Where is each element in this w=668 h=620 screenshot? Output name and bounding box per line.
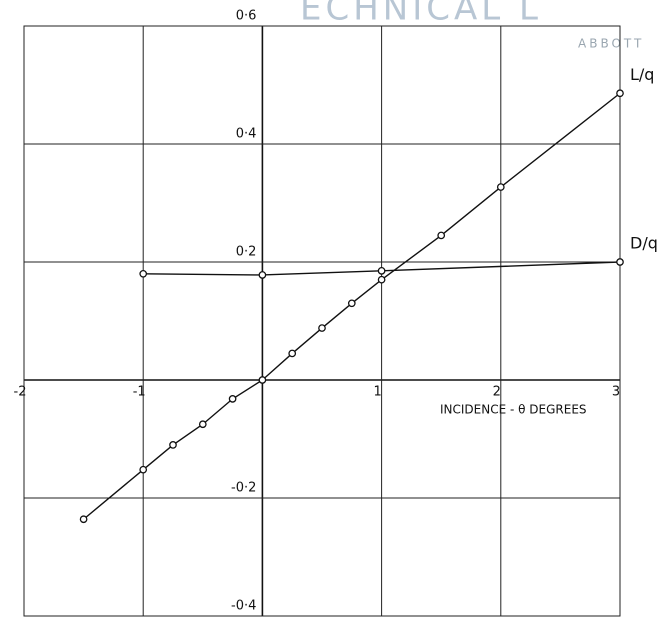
data-point xyxy=(139,465,148,474)
data-point xyxy=(228,395,237,403)
plot-frame xyxy=(23,25,621,617)
y-tick-label: 0·6 xyxy=(236,9,257,24)
x-tick-label: 2 xyxy=(493,385,501,400)
data-point xyxy=(198,420,207,429)
x-tick-label: 1 xyxy=(373,385,381,400)
data-point xyxy=(258,271,267,279)
data-point xyxy=(377,266,386,275)
y-tick-label: 0·4 xyxy=(236,127,257,142)
watermark: ECHNICAL L xyxy=(300,0,542,29)
data-point xyxy=(616,258,624,266)
data-point xyxy=(288,349,297,358)
data-point xyxy=(437,231,446,240)
series-label: L/q xyxy=(630,65,654,84)
data-point xyxy=(496,183,505,191)
x-axis-label: INCIDENCE - θ DEGREES xyxy=(440,403,587,417)
data-point xyxy=(318,324,326,332)
series-label: D/q xyxy=(630,234,658,253)
data-point xyxy=(79,515,88,524)
data-point xyxy=(377,275,386,284)
data-point xyxy=(616,89,624,98)
data-point xyxy=(347,299,356,308)
x-tick-label: -1 xyxy=(133,385,146,400)
y-tick-label: -0·4 xyxy=(231,599,256,614)
y-tick-label: -0·2 xyxy=(231,481,256,496)
series-line xyxy=(143,261,621,276)
x-tick-label: -2 xyxy=(14,385,27,400)
data-point xyxy=(169,441,177,449)
watermark: ABBOTT xyxy=(578,37,644,51)
data-point xyxy=(258,376,267,384)
data-point xyxy=(139,269,148,278)
y-tick-label: 0·2 xyxy=(236,245,257,260)
x-tick-label: 3 xyxy=(612,385,620,400)
